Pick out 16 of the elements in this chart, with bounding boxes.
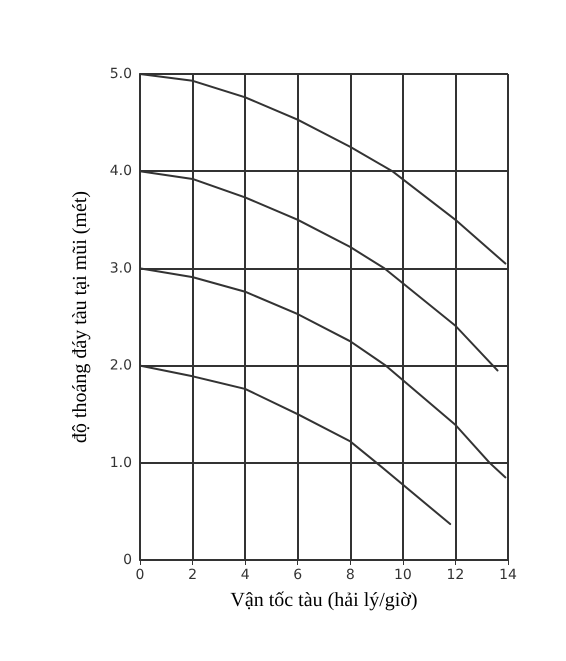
x-tick-label: 6 — [293, 567, 302, 583]
x-tick-label: 12 — [446, 567, 464, 583]
x-axis-title: Vận tốc tàu (hải lý/giờ) — [230, 589, 418, 611]
x-tick-label: 14 — [499, 567, 517, 583]
x-tick-label: 2 — [188, 567, 198, 583]
x-tick-label: 10 — [394, 567, 412, 583]
y-tick-label: 3.0 — [110, 260, 132, 276]
y-tick-label: 5.0 — [110, 66, 132, 82]
x-tick-label: 4 — [240, 567, 250, 583]
y-tick-label: 2.0 — [110, 358, 132, 374]
y-tick-label: 4.0 — [110, 163, 132, 180]
x-tick-label: 0 — [136, 567, 144, 583]
y-tick-label: 0 — [123, 552, 132, 568]
y-axis-title: độ thoáng đáy tàu tại mũi (mét) — [69, 190, 91, 444]
y-tick-label: 1.0 — [110, 454, 132, 471]
x-tick-label: 8 — [346, 567, 355, 583]
